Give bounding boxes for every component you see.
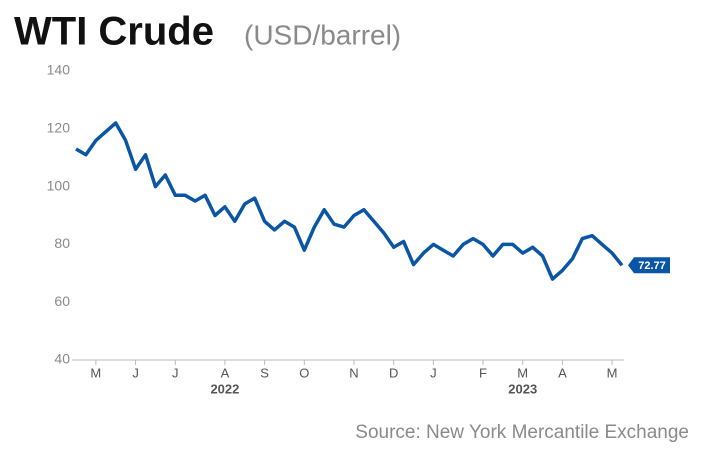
x-tick-label: S [260,365,269,380]
x-tick-label: N [349,365,358,380]
x-tick-label: J [132,365,139,380]
year-label: 2023 [508,381,537,396]
x-tick-label: J [430,365,437,380]
chart-subtitle: (USD/barrel) [244,19,401,50]
source: Source: New York Mercantile Exchange [355,422,689,443]
y-tick-label: 80 [54,235,70,251]
x-tick-label: J [172,365,179,380]
y-tick-label: 100 [47,177,71,193]
y-tick-label: 60 [54,293,70,309]
x-tick-label: O [299,365,309,380]
line [75,121,624,281]
x-tick-label: A [221,365,230,380]
x-tick-label: M [607,365,618,380]
value-label: 72.77 [638,260,666,272]
x-tick-label: F [479,365,487,380]
year-label: 2022 [210,381,239,396]
x-tick-label: A [558,365,567,380]
x-tick-label: M [517,365,528,380]
value-label-box [628,257,670,274]
y-tick-label: 120 [47,120,71,136]
x-tick-label: D [389,365,398,380]
y-tick-label: 140 [47,62,71,78]
chart-title: WTI Crude [14,10,214,54]
y-tick-label: 40 [54,351,70,367]
x-tick-label: M [90,365,101,380]
